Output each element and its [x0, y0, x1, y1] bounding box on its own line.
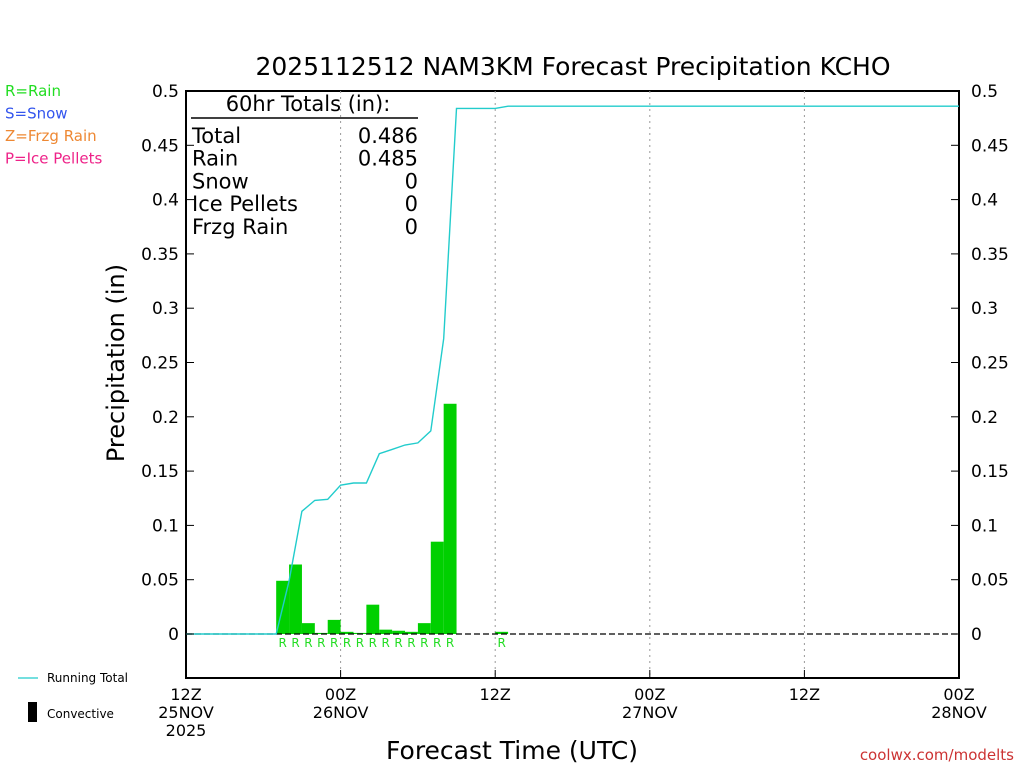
y-tick-label-left-3: 0.15: [141, 462, 179, 482]
precip-type-marker-13: R: [446, 636, 454, 650]
precip-bar-12: [430, 541, 444, 634]
convective-legend-label: Convective: [47, 707, 114, 721]
totals-row-value-3: 0: [405, 192, 418, 216]
precip-bar-10: [405, 631, 418, 634]
plot-frame: [185, 90, 960, 679]
x-tick-label-5-1: 00Z: [943, 685, 974, 704]
precip-bar-1: [289, 564, 302, 634]
precip-type-marker-8: R: [382, 636, 390, 650]
running-total-legend-label: Running Total: [47, 671, 128, 685]
precip-bar-14: [495, 631, 509, 634]
x-tick-label-1-2: 26NOV: [313, 703, 369, 722]
y-tick-label-right-6: 0.3: [971, 299, 998, 319]
chart-title: 2025112512 NAM3KM Forecast Precipitation…: [255, 52, 890, 81]
y-tick-label-left-9: 0.45: [141, 136, 179, 156]
y-tick-label-right-3: 0.15: [971, 462, 1009, 482]
totals-row-value-4: 0: [405, 215, 418, 239]
y-tick-label-right-2: 0.1: [971, 516, 998, 536]
x-tick-label-2-1: 12Z: [480, 685, 511, 704]
precip-type-legend-1: S=Snow: [5, 105, 68, 123]
x-tick-label-1-1: 00Z: [325, 685, 356, 704]
y-tick-label-left-4: 0.2: [152, 408, 179, 428]
precip-type-marker-10: R: [407, 636, 415, 650]
precip-type-marker-12: R: [433, 636, 441, 650]
y-tick-label-left-8: 0.4: [152, 191, 179, 211]
credit-text: coolwx.com/modelts: [860, 746, 1014, 764]
convective-legend-swatch: [28, 702, 37, 722]
precip-type-marker-11: R: [420, 636, 428, 650]
totals-row-label-2: Snow: [192, 169, 249, 193]
totals-row-value-0: 0.486: [358, 124, 418, 148]
y-tick-label-left-5: 0.25: [141, 354, 179, 374]
y-tick-label-left-2: 0.1: [152, 516, 179, 536]
x-tick-label-3-1: 00Z: [634, 685, 665, 704]
totals-box: 60hr Totals (in): Total 0.486 Rain 0.485 Sno…: [191, 92, 418, 239]
y-tick-label-left-1: 0.05: [141, 571, 179, 591]
x-tick-label-0-2: 25NOV: [158, 703, 214, 722]
y-tick-label-left-7: 0.35: [141, 245, 179, 265]
y-tick-label-right-7: 0.35: [971, 245, 1009, 265]
precip-type-marker-4: R: [330, 636, 338, 650]
precip-bar-7: [366, 604, 380, 634]
x-tick-label-0-1: 12Z: [170, 685, 201, 704]
totals-heading: 60hr Totals (in):: [226, 92, 391, 116]
running-total-line: [186, 105, 959, 635]
precip-type-legend-2: Z=Frzg Rain: [5, 127, 97, 145]
precip-bar-4: [327, 619, 341, 634]
y-tick-label-right-8: 0.4: [971, 191, 998, 211]
totals-row-label-0: Total: [191, 124, 241, 148]
precip-bar-8: [379, 629, 393, 634]
x-tick-label-3-2: 27NOV: [622, 703, 678, 722]
x-tick-label-4-1: 12Z: [789, 685, 820, 704]
precip-type-marker-2: R: [304, 636, 312, 650]
x-tick-label-0-3: 2025: [166, 721, 207, 740]
precip-type-legend-0: R=Rain: [5, 82, 61, 100]
totals-row-value-2: 0: [405, 169, 418, 193]
y-tick-label-right-4: 0.2: [971, 408, 998, 428]
y-tick-label-left-6: 0.3: [152, 299, 179, 319]
precip-type-marker-5: R: [343, 636, 351, 650]
x-axis-label: Forecast Time (UTC): [386, 736, 638, 765]
precip-bar-13: [443, 403, 457, 634]
y-tick-label-right-5: 0.25: [971, 354, 1009, 374]
y-tick-label-right-0: 0: [971, 625, 982, 645]
y-tick-label-right-10: 0.5: [971, 82, 998, 102]
precip-bar-11: [417, 623, 431, 634]
y-tick-label-left-0: 0: [168, 625, 179, 645]
precip-type-legend-3: P=Ice Pellets: [5, 150, 102, 168]
precip-type-marker-14: R: [497, 636, 505, 650]
precip-type-marker-9: R: [394, 636, 402, 650]
precip-type-marker-6: R: [356, 636, 364, 650]
precip-type-marker-7: R: [369, 636, 377, 650]
precip-bar-2: [301, 623, 315, 634]
y-tick-label-right-1: 0.05: [971, 571, 1009, 591]
totals-row-label-1: Rain: [192, 147, 238, 171]
precip-type-marker-1: R: [291, 636, 299, 650]
y-tick-label-left-10: 0.5: [152, 82, 179, 102]
y-axis-label: Precipitation (in): [102, 264, 130, 462]
precip-type-marker-0: R: [278, 636, 286, 650]
precip-bar-5: [340, 631, 354, 634]
precip-type-marker-3: R: [317, 636, 325, 650]
y-tick-label-right-9: 0.45: [971, 136, 1009, 156]
totals-row-value-1: 0.485: [358, 147, 418, 171]
x-tick-label-5-2: 28NOV: [931, 703, 987, 722]
totals-row-label-3: Ice Pellets: [192, 192, 298, 216]
precip-bar-9: [392, 630, 406, 634]
totals-row-label-4: Frzg Rain: [192, 215, 288, 239]
